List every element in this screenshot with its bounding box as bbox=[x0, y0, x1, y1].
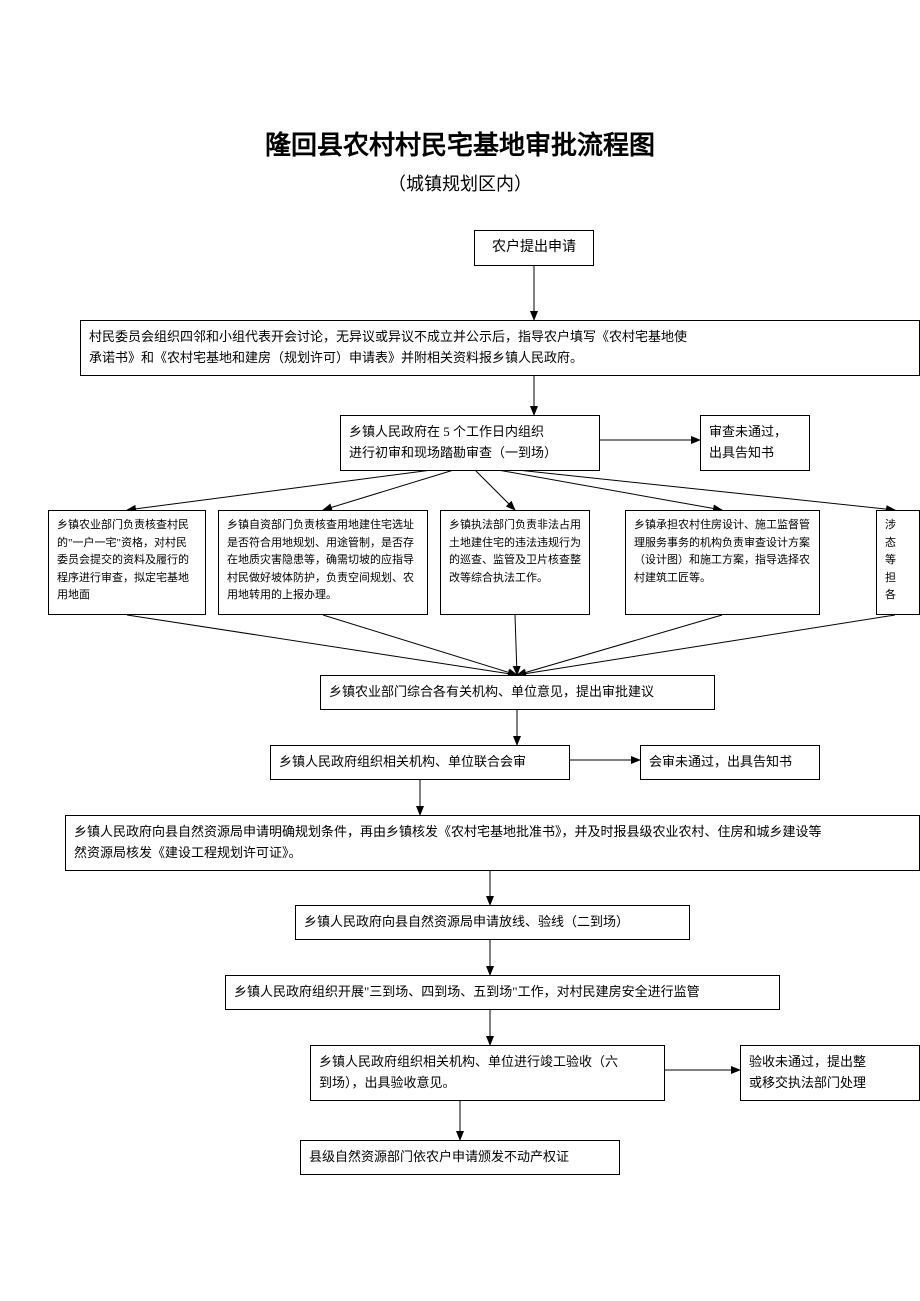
node-n9: 乡镇人民政府组织相关机构、单位进行竣工验收（六到场），出具验收意见。 bbox=[310, 1045, 665, 1101]
node-n3r: 审查未通过，出具告知书 bbox=[700, 415, 810, 471]
node-n9r: 验收未通过，提出整或移交执法部门处理 bbox=[740, 1045, 920, 1101]
node-n1: 农户提出申请 bbox=[474, 230, 594, 266]
page-title: 隆回县农村村民宅基地审批流程图 bbox=[0, 125, 920, 162]
node-n2: 村民委员会组织四邻和小组代表开会讨论，无异议或异议不成立并公示后，指导农户填写《… bbox=[80, 320, 920, 376]
node-n3: 乡镇人民政府在 5 个工作日内组织进行初审和现场踏勘审查（一到场） bbox=[340, 415, 600, 471]
node-n8: 乡镇人民政府组织开展"三到场、四到场、五到场"工作，对村民建房安全进行监管 bbox=[225, 975, 780, 1010]
node-d3: 乡镇执法部门负责非法占用土地建住宅的违法违规行为的巡查、监管及卫片核查整改等综合… bbox=[440, 510, 590, 615]
node-d1: 乡镇农业部门负责核查村民的"一户一宅"资格，对村民委员会提交的资料及履行的程序进… bbox=[48, 510, 206, 615]
page-subtitle: （城镇规划区内） bbox=[0, 170, 920, 196]
node-d4: 乡镇承担农村住房设计、施工监督管理服务事务的机构负责审查设计方案（设计图）和施工… bbox=[625, 510, 820, 615]
node-d2: 乡镇自资部门负责核查用地建住宅选址是否符合用地规划、用途管制，是否存在地质灾害隐… bbox=[218, 510, 428, 615]
node-n7: 乡镇人民政府向县自然资源局申请放线、验线（二到场） bbox=[295, 905, 690, 940]
node-n5r: 会审未通过，出具告知书 bbox=[640, 745, 820, 780]
node-n6: 乡镇人民政府向县自然资源局申请明确规划条件，再由乡镇核发《农村宅基地批准书》，并… bbox=[65, 815, 920, 871]
node-n5: 乡镇人民政府组织相关机构、单位联合会审 bbox=[270, 745, 570, 780]
flowchart-page: 隆回县农村村民宅基地审批流程图 （城镇规划区内） 农户提出申请村民委员会组织四邻… bbox=[0, 0, 920, 1301]
node-n10: 县级自然资源部门依农户申请颁发不动产权证 bbox=[300, 1140, 620, 1175]
node-d5: 涉态等担各 bbox=[876, 510, 920, 615]
node-n4: 乡镇农业部门综合各有关机构、单位意见，提出审批建议 bbox=[320, 675, 715, 710]
